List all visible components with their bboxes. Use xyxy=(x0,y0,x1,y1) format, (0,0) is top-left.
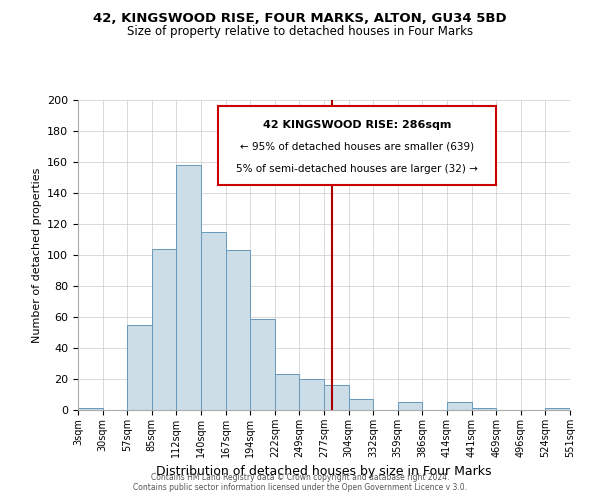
Text: 42, KINGSWOOD RISE, FOUR MARKS, ALTON, GU34 5BD: 42, KINGSWOOD RISE, FOUR MARKS, ALTON, G… xyxy=(93,12,507,26)
Text: 5% of semi-detached houses are larger (32) →: 5% of semi-detached houses are larger (3… xyxy=(236,164,478,173)
Y-axis label: Number of detached properties: Number of detached properties xyxy=(32,168,41,342)
Bar xyxy=(545,408,570,410)
Bar xyxy=(152,249,176,410)
Bar xyxy=(250,318,275,410)
Bar xyxy=(324,385,349,410)
Bar xyxy=(127,325,152,410)
Bar xyxy=(201,232,226,410)
FancyBboxPatch shape xyxy=(218,106,496,185)
Text: 42 KINGSWOOD RISE: 286sqm: 42 KINGSWOOD RISE: 286sqm xyxy=(263,120,451,130)
Bar xyxy=(349,399,373,410)
Bar xyxy=(226,250,250,410)
Text: ← 95% of detached houses are smaller (639): ← 95% of detached houses are smaller (63… xyxy=(240,142,474,152)
Text: Contains public sector information licensed under the Open Government Licence v : Contains public sector information licen… xyxy=(133,482,467,492)
Bar xyxy=(398,402,422,410)
Bar xyxy=(472,408,496,410)
Bar xyxy=(176,165,201,410)
Bar xyxy=(275,374,299,410)
Bar xyxy=(78,408,103,410)
Bar xyxy=(299,379,324,410)
Bar xyxy=(447,402,472,410)
Text: Contains HM Land Registry data © Crown copyright and database right 2024.: Contains HM Land Registry data © Crown c… xyxy=(151,472,449,482)
Text: Size of property relative to detached houses in Four Marks: Size of property relative to detached ho… xyxy=(127,25,473,38)
X-axis label: Distribution of detached houses by size in Four Marks: Distribution of detached houses by size … xyxy=(156,466,492,478)
